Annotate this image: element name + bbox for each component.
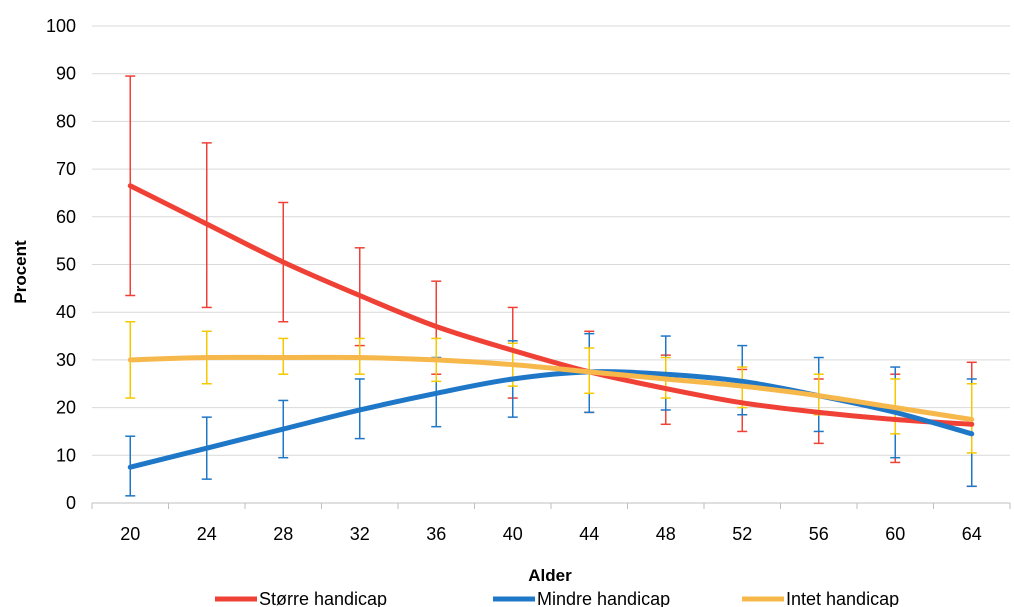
x-tick-label: 60 bbox=[885, 524, 905, 544]
y-tick-label: 10 bbox=[56, 445, 76, 465]
legend-label: Større handicap bbox=[259, 589, 387, 607]
series-line bbox=[127, 183, 975, 427]
y-tick-label: 50 bbox=[56, 255, 76, 275]
x-axis-title: Alder bbox=[528, 566, 572, 585]
y-tick-label: 80 bbox=[56, 111, 76, 131]
series-lines bbox=[127, 183, 975, 470]
x-tick-label: 28 bbox=[273, 524, 293, 544]
x-tick-label: 20 bbox=[120, 524, 140, 544]
y-tick-label: 70 bbox=[56, 159, 76, 179]
y-tick-label: 20 bbox=[56, 398, 76, 418]
legend-item: Mindre handicap bbox=[493, 589, 670, 607]
legend: Større handicap Mindre handicap Intet hand… bbox=[215, 589, 899, 607]
y-tick-label: 100 bbox=[46, 16, 76, 36]
y-axis-title: Procent bbox=[11, 240, 30, 304]
y-tick-label: 0 bbox=[66, 493, 76, 513]
error-bars bbox=[125, 75, 977, 497]
y-axis-ticks: 0 10 20 30 40 50 60 70 80 90 100 bbox=[46, 16, 76, 513]
x-tick-label: 64 bbox=[962, 524, 982, 544]
x-tick-label: 40 bbox=[503, 524, 523, 544]
gridlines bbox=[92, 25, 1010, 504]
x-tick-label: 32 bbox=[350, 524, 370, 544]
x-tick-label: 52 bbox=[732, 524, 752, 544]
legend-item: Større handicap bbox=[215, 589, 387, 607]
x-tick-label: 24 bbox=[197, 524, 217, 544]
series-line bbox=[127, 354, 975, 423]
x-tick-label: 36 bbox=[426, 524, 446, 544]
series-line bbox=[127, 369, 975, 470]
y-tick-label: 90 bbox=[56, 64, 76, 84]
y-tick-label: 40 bbox=[56, 302, 76, 322]
legend-label: Intet handicap bbox=[786, 589, 899, 607]
x-axis-ticks: 20 24 28 32 36 40 44 48 52 56 60 64 bbox=[91, 503, 1011, 544]
x-tick-label: 48 bbox=[656, 524, 676, 544]
y-tick-label: 60 bbox=[56, 207, 76, 227]
x-tick-label: 44 bbox=[579, 524, 599, 544]
legend-item: Intet handicap bbox=[742, 589, 899, 607]
legend-label: Mindre handicap bbox=[537, 589, 670, 607]
y-tick-label: 30 bbox=[56, 350, 76, 370]
x-tick-label: 56 bbox=[809, 524, 829, 544]
